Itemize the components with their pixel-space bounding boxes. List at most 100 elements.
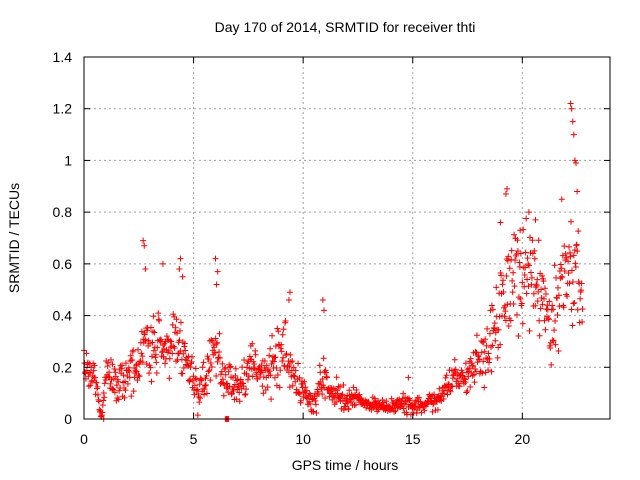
data-point bbox=[153, 359, 160, 366]
data-point bbox=[108, 356, 115, 363]
data-point bbox=[216, 348, 223, 355]
data-point bbox=[159, 260, 166, 267]
data-point bbox=[176, 337, 183, 344]
data-point bbox=[310, 408, 317, 415]
data-point bbox=[485, 350, 492, 357]
data-point bbox=[502, 308, 509, 315]
data-point bbox=[197, 395, 204, 402]
data-point bbox=[205, 368, 212, 375]
data-point bbox=[462, 379, 469, 386]
data-point bbox=[266, 368, 273, 375]
data-point bbox=[555, 292, 562, 299]
data-point bbox=[503, 273, 510, 280]
data-point bbox=[577, 295, 584, 302]
data-point bbox=[547, 345, 554, 352]
x-tick-label: 20 bbox=[515, 431, 531, 447]
y-tick-label: 0.4 bbox=[53, 308, 73, 324]
data-point bbox=[517, 250, 524, 257]
data-point bbox=[568, 306, 575, 313]
data-point bbox=[541, 285, 548, 292]
data-point bbox=[102, 377, 109, 384]
data-point bbox=[111, 389, 118, 396]
data-point bbox=[471, 379, 478, 386]
data-point bbox=[566, 243, 573, 250]
data-point bbox=[443, 372, 450, 379]
data-point bbox=[567, 100, 574, 107]
data-point bbox=[274, 325, 281, 332]
data-point bbox=[536, 332, 543, 339]
data-point bbox=[375, 397, 382, 404]
data-point bbox=[139, 359, 146, 366]
data-point bbox=[307, 392, 314, 399]
data-point bbox=[447, 388, 454, 395]
data-point bbox=[524, 255, 531, 262]
data-points bbox=[81, 100, 586, 422]
data-point bbox=[147, 364, 154, 371]
data-point bbox=[452, 366, 459, 373]
data-point bbox=[184, 357, 191, 364]
data-point bbox=[196, 381, 203, 388]
data-point bbox=[521, 271, 528, 278]
data-point bbox=[268, 396, 275, 403]
data-point bbox=[260, 390, 267, 397]
data-point bbox=[276, 384, 283, 391]
data-point bbox=[291, 373, 298, 380]
data-point bbox=[507, 317, 514, 324]
data-point bbox=[280, 326, 287, 333]
data-point bbox=[538, 286, 545, 293]
data-point bbox=[201, 391, 208, 398]
data-point bbox=[322, 395, 329, 402]
data-point bbox=[497, 219, 504, 226]
data-point bbox=[527, 269, 534, 276]
data-point bbox=[388, 395, 395, 402]
data-point bbox=[145, 337, 152, 344]
data-point bbox=[542, 291, 549, 298]
data-point bbox=[216, 354, 223, 361]
data-point bbox=[503, 185, 510, 192]
data-point bbox=[560, 304, 567, 311]
data-point bbox=[297, 397, 304, 404]
data-point bbox=[272, 354, 279, 361]
data-point bbox=[550, 306, 557, 313]
data-point bbox=[319, 375, 326, 382]
data-point bbox=[105, 359, 112, 366]
data-point bbox=[540, 295, 547, 302]
data-point bbox=[181, 340, 188, 347]
data-point bbox=[505, 322, 512, 329]
data-point bbox=[231, 381, 238, 388]
x-axis-label: GPS time / hours bbox=[292, 457, 399, 473]
data-point bbox=[275, 328, 282, 335]
data-point bbox=[574, 248, 581, 255]
data-point bbox=[249, 340, 256, 347]
data-point bbox=[129, 357, 136, 364]
data-point bbox=[202, 382, 209, 389]
x-tick-label: 15 bbox=[405, 431, 421, 447]
data-point bbox=[222, 371, 229, 378]
data-point bbox=[150, 313, 157, 320]
data-point bbox=[166, 375, 173, 382]
data-point bbox=[569, 118, 576, 125]
data-point bbox=[525, 261, 532, 268]
y-tick-label: 0.6 bbox=[53, 256, 73, 272]
data-point bbox=[115, 396, 122, 403]
data-point bbox=[571, 299, 578, 306]
data-point bbox=[543, 306, 550, 313]
data-point bbox=[465, 373, 472, 380]
data-point bbox=[526, 262, 533, 269]
data-point bbox=[462, 360, 469, 367]
data-point bbox=[570, 131, 577, 138]
data-point bbox=[214, 339, 221, 346]
data-point bbox=[122, 360, 129, 367]
data-point bbox=[170, 311, 177, 318]
data-point bbox=[473, 349, 480, 356]
data-point bbox=[319, 391, 326, 398]
data-point bbox=[261, 357, 268, 364]
data-point bbox=[574, 188, 581, 195]
data-point bbox=[266, 352, 273, 359]
data-point bbox=[265, 366, 272, 373]
data-point bbox=[497, 341, 504, 348]
data-point bbox=[480, 358, 487, 365]
data-point bbox=[212, 255, 219, 262]
data-point bbox=[480, 338, 487, 345]
